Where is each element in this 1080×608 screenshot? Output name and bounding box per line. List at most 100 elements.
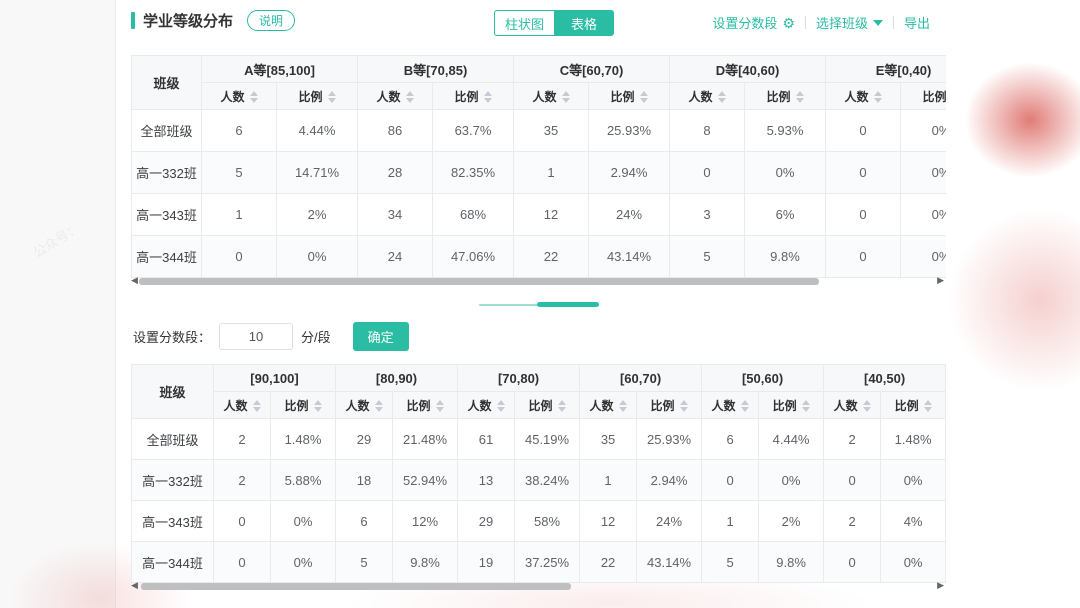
scroll-right-icon[interactable]: ▶ <box>937 580 944 590</box>
column-group-header: [60,70) <box>579 364 703 392</box>
column-group-header: B等[70,85) <box>357 55 514 83</box>
data-cell: 24 <box>357 235 433 278</box>
data-cell: 2 <box>213 418 271 460</box>
segment-label: 设置分数段： <box>133 330 212 345</box>
ratio-subheader: 比例 <box>392 391 459 419</box>
divider <box>892 16 894 29</box>
export-link[interactable]: 导出 <box>904 13 930 32</box>
row-label: 高一332班 <box>131 459 214 501</box>
sort-icon[interactable] <box>327 91 336 104</box>
column-group-header: E等[0,40) <box>824 55 946 83</box>
scroll-left-icon[interactable]: ◀ <box>131 275 138 285</box>
subheader-label: 比例 <box>922 89 947 104</box>
sort-icon[interactable] <box>252 400 261 413</box>
scroll-left-icon[interactable]: ◀ <box>131 580 138 590</box>
sort-icon[interactable] <box>862 400 871 413</box>
data-cell: 9.8% <box>758 541 825 583</box>
sort-icon[interactable] <box>557 400 566 413</box>
data-cell: 0 <box>701 459 760 501</box>
data-cell: 52.94% <box>392 459 459 501</box>
data-cell: 12 <box>579 500 638 542</box>
main-content: 学业等级分布 说明 柱状图 表格 设置分数段 ⚙ 选择班级 导出 <box>117 0 1080 608</box>
data-cell: 0% <box>899 235 946 278</box>
sort-icon[interactable] <box>679 400 688 413</box>
ratio-subheader: 比例 <box>276 82 358 110</box>
export-label: 导出 <box>903 16 930 31</box>
confirm-button[interactable]: 确定 <box>352 322 409 351</box>
subheader-label: 比例 <box>406 398 431 413</box>
table-row: 高一332班 2 5.88% 18 52.94% 13 38.24% 1 2.94% 0 0% 0 0% <box>131 459 946 501</box>
sort-icon[interactable] <box>249 91 258 104</box>
row-label: 高一343班 <box>131 500 214 542</box>
sort-icon[interactable] <box>405 91 414 104</box>
data-cell: 0% <box>899 193 946 236</box>
data-cell: 4% <box>880 500 946 542</box>
data-cell: 35 <box>513 109 589 152</box>
sort-icon[interactable] <box>801 400 810 413</box>
data-cell: 28 <box>357 151 433 194</box>
scrollbar-thumb[interactable] <box>139 278 819 285</box>
ratio-subheader: 比例 <box>744 82 826 110</box>
sort-icon[interactable] <box>639 91 648 104</box>
sort-icon[interactable] <box>561 91 570 104</box>
data-cell: 0% <box>758 459 825 501</box>
data-cell: 22 <box>579 541 638 583</box>
scroll-indicator-thumb[interactable] <box>537 302 599 307</box>
title-accent-bar <box>131 12 135 29</box>
sort-icon[interactable] <box>795 91 804 104</box>
set-segments-link[interactable]: 设置分数段 ⚙ <box>712 13 795 32</box>
subheader-label: 人数 <box>833 398 858 413</box>
sort-icon[interactable] <box>496 400 505 413</box>
sort-icon[interactable] <box>483 91 492 104</box>
segment-table-scrollbar: ◀ ▶ <box>131 580 946 591</box>
bar-chart-toggle-button[interactable]: 柱状图 <box>494 10 554 36</box>
data-cell: 6% <box>744 193 826 236</box>
row-label: 全部班级 <box>131 418 214 460</box>
count-subheader: 人数 <box>825 82 901 110</box>
subheader-label: 比例 <box>528 398 553 413</box>
gear-icon[interactable]: ⚙ <box>782 14 795 31</box>
subheader-label: 比例 <box>454 89 479 104</box>
data-cell: 1 <box>579 459 638 501</box>
count-subheader: 人数 <box>823 391 882 419</box>
data-cell: 5 <box>201 151 277 194</box>
segment-size-input[interactable] <box>219 323 294 350</box>
count-subheader: 人数 <box>213 391 271 419</box>
sort-icon[interactable] <box>435 400 444 413</box>
subheader-label: 比例 <box>766 89 791 104</box>
data-cell: 2 <box>823 418 882 460</box>
sort-icon[interactable] <box>313 400 322 413</box>
sort-icon[interactable] <box>717 91 726 104</box>
subheader-label: 比例 <box>284 398 309 413</box>
data-cell: 2% <box>276 193 358 236</box>
data-cell: 6 <box>335 500 394 542</box>
column-group-header: [70,80) <box>457 364 581 392</box>
count-subheader: 人数 <box>669 82 745 110</box>
column-group-header: C等[60,70) <box>513 55 670 83</box>
ratio-subheader: 比例 <box>880 391 946 419</box>
sort-icon[interactable] <box>374 400 383 413</box>
subheader-label: 比例 <box>610 89 635 104</box>
data-cell: 2.94% <box>588 151 670 194</box>
subheader-label: 人数 <box>589 398 614 413</box>
scrollbar-thumb[interactable] <box>141 583 571 590</box>
column-group-header: D等[40,60) <box>669 55 826 83</box>
grade-table-scrollbar: ◀ ▶ <box>131 275 946 286</box>
data-cell: 5.88% <box>269 459 337 501</box>
help-badge[interactable]: 说明 <box>247 10 296 31</box>
page-title: 学业等级分布 <box>143 13 234 30</box>
scroll-right-icon[interactable]: ▶ <box>937 275 944 285</box>
select-class-link[interactable]: 选择班级 <box>816 13 883 32</box>
table-toggle-button[interactable]: 表格 <box>554 10 614 36</box>
subheader-label: 人数 <box>376 89 401 104</box>
sort-icon[interactable] <box>923 400 932 413</box>
sort-icon[interactable] <box>618 400 627 413</box>
row-label: 全部班级 <box>131 109 202 152</box>
header-actions: 设置分数段 ⚙ 选择班级 导出 <box>712 13 930 32</box>
subheader-label: 比例 <box>650 398 675 413</box>
count-subheader: 人数 <box>457 391 516 419</box>
ratio-subheader: 比例 <box>758 391 825 419</box>
sort-icon[interactable] <box>873 91 882 104</box>
sort-icon[interactable] <box>740 400 749 413</box>
